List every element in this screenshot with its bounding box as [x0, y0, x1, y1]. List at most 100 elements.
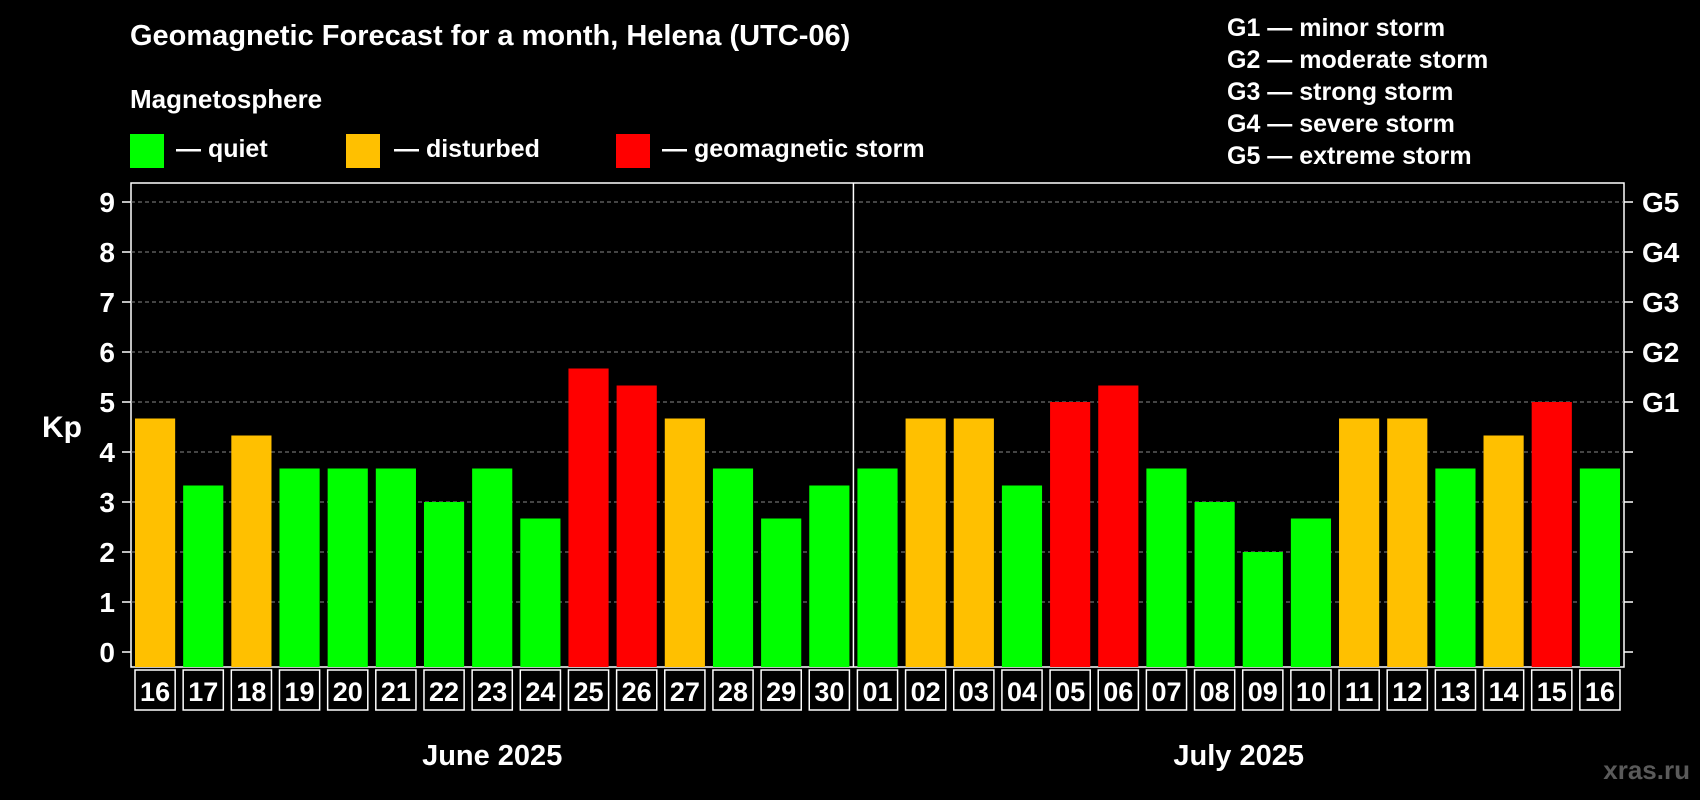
kp-bar	[1242, 552, 1283, 667]
date-cell	[1097, 669, 1140, 711]
date-label: 28	[718, 677, 748, 707]
date-label: 12	[1392, 677, 1422, 707]
y-tick-label: 3	[99, 487, 115, 518]
month-label: June 2025	[422, 740, 562, 772]
date-label: 11	[1345, 677, 1374, 707]
kp-bar	[664, 418, 705, 667]
date-cell	[952, 669, 995, 711]
kp-bar	[712, 468, 754, 667]
date-cell	[1482, 669, 1525, 711]
date-cell	[1530, 669, 1573, 711]
kp-bar	[857, 468, 898, 667]
y-tick-label: 0	[99, 637, 115, 668]
g-axis-label: G1	[1642, 387, 1679, 418]
date-label: 30	[814, 677, 844, 707]
date-cell	[1579, 669, 1621, 711]
date-label: 03	[959, 677, 989, 707]
y-tick-label: 6	[99, 337, 115, 368]
chart-title: Geomagnetic Forecast for a month, Helena…	[130, 20, 851, 52]
kp-bar	[1146, 468, 1187, 667]
date-label: 09	[1248, 677, 1278, 707]
legend-label-quiet: — quiet	[176, 135, 268, 163]
kp-bar	[135, 418, 176, 667]
kp-bar	[1194, 502, 1235, 667]
kp-bar	[1001, 485, 1043, 667]
date-label: 04	[1007, 677, 1037, 707]
legend-swatch-quiet	[130, 134, 164, 168]
date-cell	[664, 669, 706, 711]
kp-bar	[1050, 402, 1091, 667]
date-cell	[567, 669, 610, 711]
kp-bar	[327, 468, 368, 667]
y-tick-label: 2	[99, 537, 115, 568]
date-label: 17	[188, 677, 218, 707]
date-cell	[1193, 669, 1236, 711]
kp-bar	[375, 468, 416, 667]
g-scale-item: G5 — extreme storm	[1227, 142, 1472, 170]
y-tick-label: 8	[99, 237, 115, 268]
date-label: 08	[1200, 677, 1230, 707]
g-axis-label: G2	[1642, 337, 1679, 368]
kp-bar	[1290, 518, 1332, 667]
kp-bar	[568, 368, 609, 667]
date-cell	[808, 669, 851, 711]
g-scale-item: G3 — strong storm	[1227, 78, 1454, 106]
date-label: 14	[1489, 677, 1519, 707]
date-label: 06	[1103, 677, 1133, 707]
date-label: 10	[1296, 677, 1326, 707]
date-cell	[326, 669, 369, 711]
kp-bar	[809, 485, 850, 667]
y-tick-label: 9	[99, 187, 115, 218]
date-cell	[615, 669, 658, 711]
g-axis-label: G5	[1642, 187, 1679, 218]
kp-bar	[761, 518, 802, 667]
kp-bar	[616, 385, 657, 667]
kp-bar	[1531, 402, 1572, 667]
y-tick-label: 1	[99, 587, 115, 618]
date-cell	[1145, 669, 1188, 711]
date-label: 07	[1151, 677, 1181, 707]
kp-bar	[1435, 468, 1476, 667]
legend-heading: Magnetosphere	[130, 84, 323, 114]
date-label: 25	[574, 677, 604, 707]
date-cell	[904, 669, 947, 711]
kp-bar	[423, 502, 465, 667]
date-label: 21	[381, 677, 411, 707]
kp-bar	[231, 435, 272, 667]
date-label: 26	[622, 677, 652, 707]
date-cell	[278, 669, 321, 711]
kp-bar	[279, 468, 320, 667]
kp-bar	[1098, 385, 1139, 667]
date-label: 23	[477, 677, 507, 707]
date-cell	[1290, 669, 1332, 711]
date-label: 13	[1440, 677, 1470, 707]
kp-bar	[183, 485, 224, 667]
date-cell	[760, 669, 803, 711]
date-cell	[712, 669, 754, 711]
kp-bar	[953, 418, 994, 667]
date-cell	[856, 669, 899, 711]
date-label: 15	[1537, 677, 1567, 707]
date-cell	[471, 669, 514, 711]
legend-swatch-disturbed	[346, 134, 380, 168]
date-cell	[1338, 669, 1380, 711]
date-cell	[230, 669, 273, 711]
kp-bar	[905, 418, 946, 667]
kp-bar	[1339, 418, 1380, 667]
date-cell	[1434, 669, 1477, 711]
date-label: 29	[766, 677, 796, 707]
legend-label-storm: — geomagnetic storm	[662, 135, 925, 163]
date-cell	[182, 669, 225, 711]
date-label: 27	[670, 677, 700, 707]
g-axis-label: G3	[1642, 287, 1679, 318]
date-cell	[1386, 669, 1429, 711]
date-label: 16	[1585, 677, 1615, 707]
date-label: 22	[429, 677, 459, 707]
date-cell	[375, 669, 417, 711]
date-label: 02	[911, 677, 941, 707]
kp-bar	[520, 518, 561, 667]
date-label: 18	[236, 677, 266, 707]
y-tick-label: 4	[99, 437, 115, 468]
date-cell	[519, 669, 562, 711]
kp-bar	[1579, 468, 1620, 667]
